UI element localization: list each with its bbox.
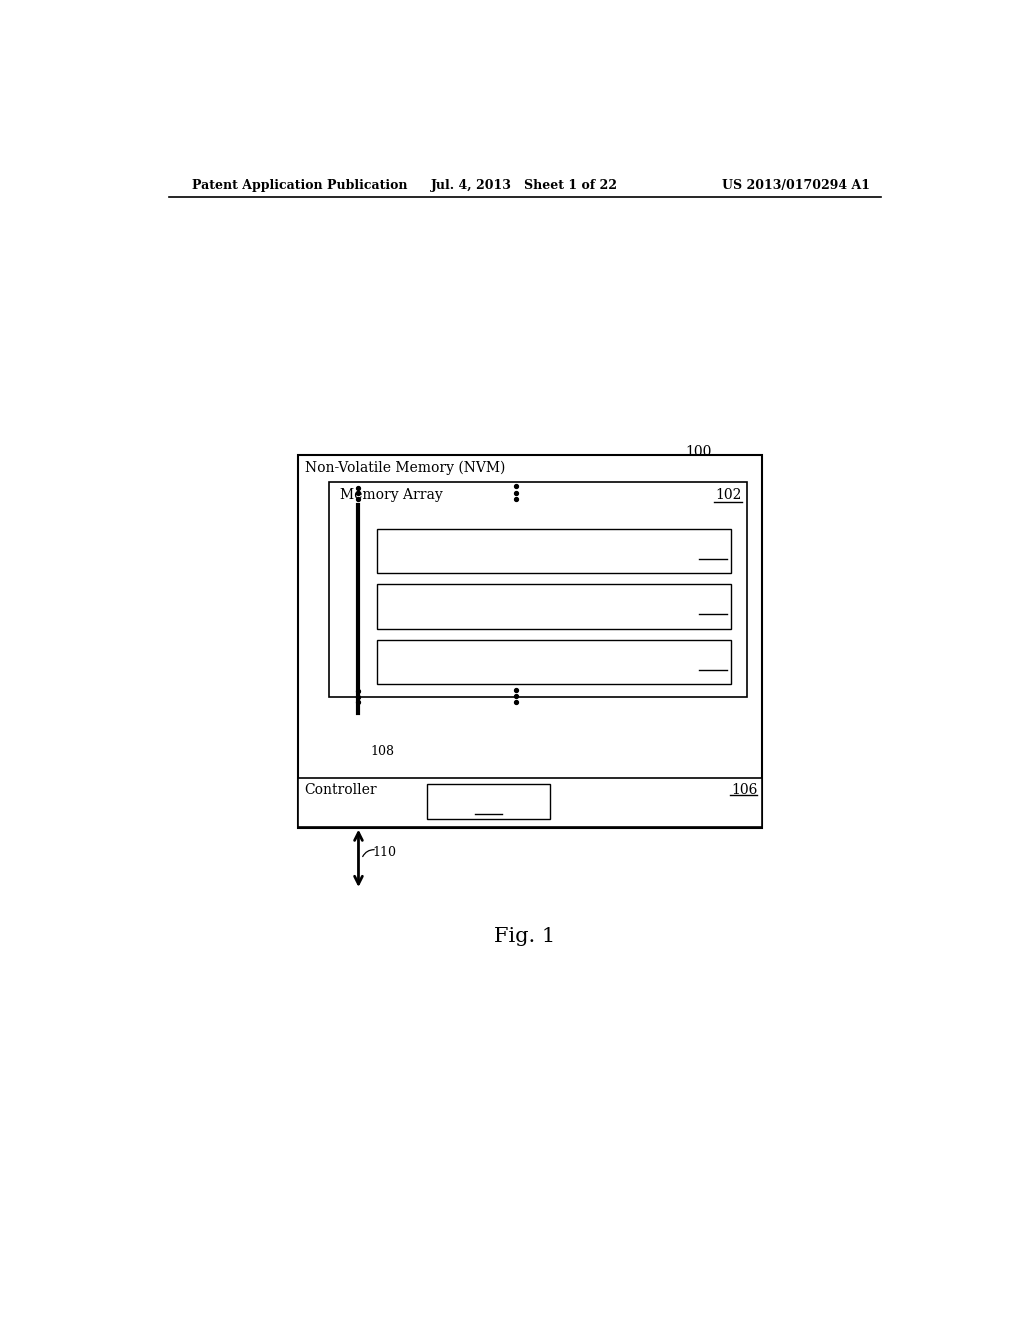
Bar bbox=[298, 779, 762, 826]
Text: 104: 104 bbox=[700, 541, 727, 554]
FancyArrowPatch shape bbox=[362, 750, 373, 755]
FancyArrowPatch shape bbox=[362, 603, 372, 610]
FancyArrowPatch shape bbox=[362, 548, 372, 554]
Text: Block b: Block b bbox=[386, 599, 439, 614]
Text: Patent Application Publication: Patent Application Publication bbox=[193, 178, 408, 191]
FancyArrowPatch shape bbox=[659, 469, 677, 492]
FancyArrowPatch shape bbox=[362, 850, 374, 857]
Text: US 2013/0170294 A1: US 2013/0170294 A1 bbox=[722, 178, 869, 191]
Text: 106: 106 bbox=[731, 783, 758, 797]
Text: 112: 112 bbox=[477, 801, 501, 814]
Text: 102: 102 bbox=[716, 488, 742, 502]
Text: 110: 110 bbox=[373, 846, 396, 859]
Bar bbox=[298, 455, 762, 829]
Text: 104: 104 bbox=[700, 652, 727, 665]
Bar bbox=[377, 529, 731, 573]
Text: Fig. 1: Fig. 1 bbox=[495, 927, 555, 945]
Bar bbox=[377, 585, 731, 628]
Text: Non-Volatile Memory (NVM): Non-Volatile Memory (NVM) bbox=[304, 461, 505, 475]
Text: Controller: Controller bbox=[304, 783, 377, 797]
Text: 108: 108 bbox=[371, 744, 395, 758]
Bar bbox=[427, 784, 550, 818]
Text: 104: 104 bbox=[700, 597, 727, 610]
Text: Block b-1: Block b-1 bbox=[386, 544, 453, 558]
Text: Polarity Control: Polarity Control bbox=[438, 789, 539, 803]
FancyArrowPatch shape bbox=[354, 700, 362, 760]
Text: 100: 100 bbox=[685, 445, 712, 459]
Bar bbox=[330, 482, 746, 697]
FancyArrowPatch shape bbox=[354, 833, 362, 884]
Text: Block b+1: Block b+1 bbox=[386, 655, 460, 669]
Bar bbox=[377, 640, 731, 684]
Text: Memory Array: Memory Array bbox=[340, 488, 442, 502]
FancyArrowPatch shape bbox=[362, 659, 372, 665]
Text: Jul. 4, 2013   Sheet 1 of 22: Jul. 4, 2013 Sheet 1 of 22 bbox=[431, 178, 618, 191]
